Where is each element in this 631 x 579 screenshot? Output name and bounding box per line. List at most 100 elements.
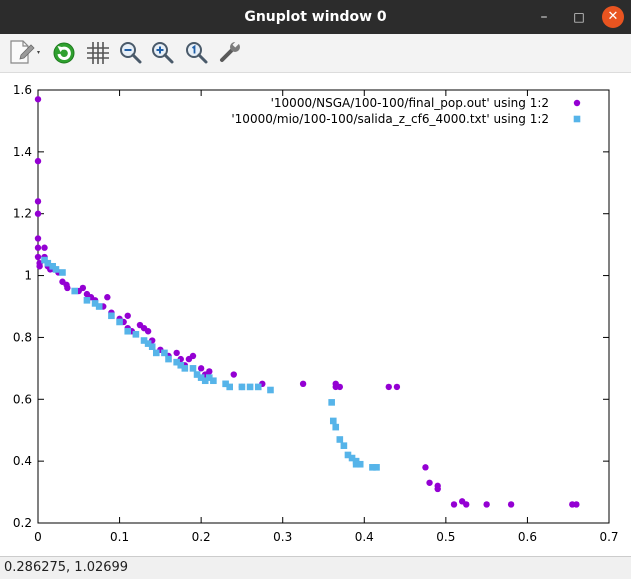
series-1-point [36,263,43,270]
window-title: Gnuplot window 0 [244,9,387,25]
x-tick-label: 0 [34,530,42,544]
y-tick-label: 1.4 [13,145,32,159]
series-1-point [393,383,401,391]
y-tick-label: 0.4 [13,454,32,468]
series-1-point [189,352,197,360]
series-2-point [144,340,152,347]
series-2-point [222,380,229,388]
series-1-point [483,501,490,508]
series-2-point [210,377,217,385]
series-2-point [238,383,246,391]
series-1-point [434,482,441,490]
series-1-point [34,198,42,205]
x-tick-label: 0.2 [192,530,211,544]
maximize-button[interactable]: □ [573,10,585,24]
title-bar: Gnuplot window 0 – □ ✕ [0,0,631,34]
status-bar: 0.286275, 1.02699 [0,556,631,579]
legend-label-series-2: '10000/mio/100-100/salida_z_cf6_4000.txt… [231,112,549,126]
zoom-previous-icon[interactable] [116,38,144,66]
series-1-point [64,284,71,292]
x-tick-label: 0.1 [110,530,129,544]
series-2-point [52,266,60,273]
y-tick-label: 1 [24,269,32,283]
series-2-point [132,331,140,338]
series-2-point [95,303,103,310]
series-2-point [369,464,376,471]
series-1-point [422,464,429,471]
series-2-point [340,442,348,449]
series-2-point [329,417,337,425]
series-2-point [83,297,91,304]
series-1-point [299,380,307,388]
series-1-point [34,244,42,251]
series-2-point [348,454,356,462]
series-1-point [34,157,42,165]
close-button[interactable]: ✕ [602,6,624,28]
scatter-chart: 0 0.1 0.2 0.3 0.4 0.5 0.6 0.7 0.2 0.4 0.6 0.8 1 1.2 1.… [13,83,619,544]
series-2-point [124,327,132,335]
x-tick-label: 0.4 [355,530,374,544]
series-2-point [148,343,156,351]
plot-area[interactable]: 0 0.1 0.2 0.3 0.4 0.5 0.6 0.7 0.2 0.4 0.6 0.8 1 1.2 1.… [0,73,631,555]
y-tick-label: 1.6 [13,83,32,97]
series-1-point [104,294,111,301]
series-1-point [173,349,180,357]
series-2-point [44,259,52,267]
series-2-point [267,386,274,394]
grid-icon[interactable] [84,38,112,66]
series-2-point [356,460,364,468]
series-2-point [140,337,148,344]
series-2-point [328,399,335,406]
series-2-point [197,374,205,381]
series-2-point [173,358,180,366]
plot-border [37,89,610,524]
series-2-point [177,361,185,369]
series-2-point [254,383,262,391]
copy-to-clipboard-icon[interactable] [4,38,44,66]
series-2-point [206,374,213,381]
x-tick-label: 0.7 [599,530,618,544]
series-1-point [144,328,152,335]
series-1-point [34,210,42,217]
cursor-coordinates: 0.286275, 1.02699 [4,560,129,575]
series-2-point [201,377,209,385]
series-2-point [336,436,344,443]
series-1-point [79,284,87,292]
toolbar [0,34,631,73]
series-2-point [226,383,233,391]
series-2-point [59,269,66,276]
zoom-next-icon[interactable] [148,38,176,66]
series-2-point [165,355,172,363]
series-2-point [116,318,123,326]
series-1-point [41,244,48,251]
y-tick-label: 0.8 [13,330,32,344]
series-1-point [573,501,580,508]
series-2-point [344,451,352,459]
legend-label-series-1: '10000/NSGA/100-100/final_pop.out' using… [271,96,549,110]
y-tick-label: 1.2 [13,207,32,221]
series-2-point [71,287,79,295]
series-1-point [34,253,42,261]
series-1-point [230,371,237,378]
unzoom-icon[interactable] [182,38,210,66]
series-1-point [34,96,42,103]
series-2-point [108,312,115,320]
series-1-point [124,312,131,319]
series-2-point [189,365,197,372]
y-tick-label: 0.6 [13,392,32,406]
x-tick-label: 0.6 [518,530,537,544]
minimize-button[interactable]: – [540,9,548,25]
legend-marker-series-1 [573,99,581,107]
series-2-point [181,365,189,372]
series-1-point [197,365,205,372]
series-1-point [426,479,433,486]
series-1-point [336,383,344,391]
series-1-point [450,501,458,508]
legend-marker-series-2 [573,115,581,123]
series-2-point [193,371,201,378]
series-2-point [161,349,168,357]
series-1-point [206,368,213,375]
replot-icon[interactable] [50,38,78,66]
series-1-point [507,501,515,508]
settings-wrench-icon[interactable] [216,38,244,66]
